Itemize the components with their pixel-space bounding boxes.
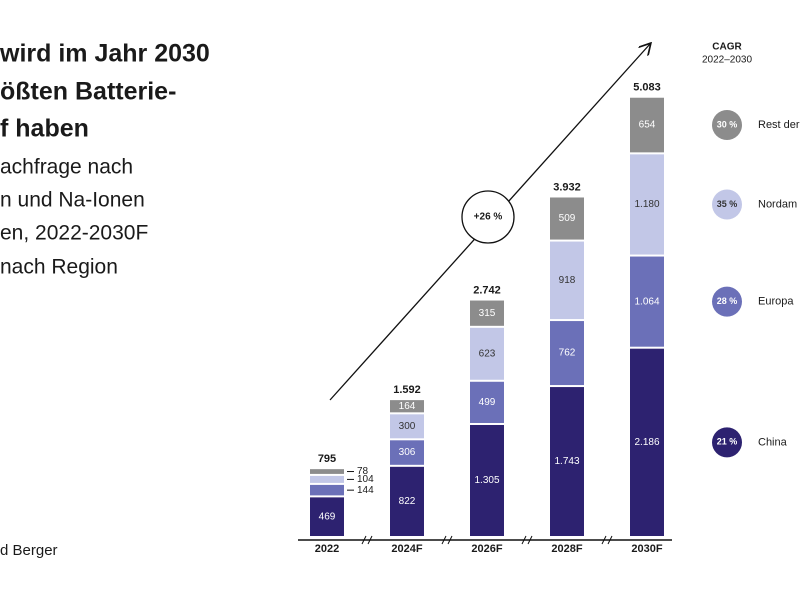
growth-label: +26 % (474, 212, 503, 223)
legend-label: China (758, 436, 788, 448)
bar-segment (630, 256, 664, 347)
segment-label: 623 (479, 348, 496, 359)
segment-label: 509 (559, 213, 576, 224)
segment-label: 822 (399, 496, 416, 507)
legend-badge (712, 189, 742, 220)
axis-break (441, 535, 453, 545)
segment-label: 300 (399, 421, 416, 432)
bar-segment (310, 475, 344, 483)
segment-label: 1.064 (634, 296, 659, 307)
segment-label: 1.180 (634, 199, 659, 210)
title-line: f haben (0, 115, 89, 143)
segment-label: 1.305 (474, 475, 499, 486)
legend-label: Europa (758, 296, 794, 308)
growth-circle (461, 190, 515, 244)
segment-label: 762 (559, 348, 576, 359)
segment-label: 164 (399, 401, 416, 412)
legend-badge (712, 427, 742, 458)
bar-segment (390, 440, 424, 465)
bar-segment (550, 387, 584, 536)
subtitle-line: nach Region (0, 256, 118, 279)
legend-label: Rest der (758, 119, 800, 131)
subtitle-line: n und Na-Ionen (0, 189, 145, 212)
title-line: ößten Batterie- (0, 78, 176, 106)
bar-segment (310, 497, 344, 536)
segment-label: 469 (319, 511, 336, 522)
total-label: 2.742 (473, 284, 501, 296)
bar-segment (470, 327, 504, 380)
bar-segment (630, 97, 664, 153)
segment-label: 104 (357, 474, 374, 485)
segment-label: 144 (357, 485, 374, 496)
cagr-period: 2022–2030 (702, 55, 752, 66)
total-label: 795 (318, 453, 336, 465)
segment-label: 2.186 (634, 437, 659, 448)
subtitle-line: achfrage nach (0, 156, 133, 179)
x-tick-label: 2026F (471, 543, 502, 555)
legend-badge (712, 286, 742, 317)
segment-label: 918 (559, 275, 576, 286)
bar-segment (550, 241, 584, 320)
segment-label: 306 (399, 447, 416, 458)
bar-segment (470, 424, 504, 536)
segment-label: 1.743 (554, 456, 579, 467)
segment-label: 499 (479, 397, 496, 408)
bar-segment (470, 381, 504, 423)
bar-segment (630, 154, 664, 255)
legend-badge-label: 35 % (717, 199, 738, 209)
x-tick-label: 2028F (551, 543, 582, 555)
segment-label: 315 (479, 308, 496, 319)
legend-badge (712, 110, 742, 141)
axis-break (601, 535, 613, 545)
legend-badge-label: 28 % (717, 296, 738, 306)
x-tick-label: 2022 (315, 543, 339, 555)
segment-label: 654 (639, 120, 656, 131)
cagr-title: CAGR (712, 42, 742, 53)
segment-label: 78 (357, 466, 369, 477)
total-label: 3.932 (553, 181, 581, 193)
total-label: 1.592 (393, 384, 421, 396)
subtitle-line: en, 2022-2030F (0, 222, 148, 245)
bar-segment (550, 321, 584, 386)
bar-segment (470, 300, 504, 326)
legend-label: Nordam (758, 198, 797, 210)
total-label: 5.083 (633, 82, 661, 94)
bar-segment (390, 400, 424, 413)
bar-segment (310, 469, 344, 474)
axis-break (521, 535, 533, 545)
axis-break (361, 535, 373, 545)
legend-badge-label: 30 % (717, 119, 738, 129)
footer: d Berger (0, 542, 58, 559)
x-tick-label: 2024F (391, 543, 422, 555)
legend-badge-label: 21 % (717, 437, 738, 447)
bar-segment (390, 466, 424, 536)
title-line: wird im Jahr 2030 (0, 40, 210, 68)
bar-segment (390, 414, 424, 439)
bar-segment (310, 484, 344, 496)
x-tick-label: 2030F (631, 543, 662, 555)
bar-segment (550, 197, 584, 240)
bar-segment (630, 348, 664, 536)
